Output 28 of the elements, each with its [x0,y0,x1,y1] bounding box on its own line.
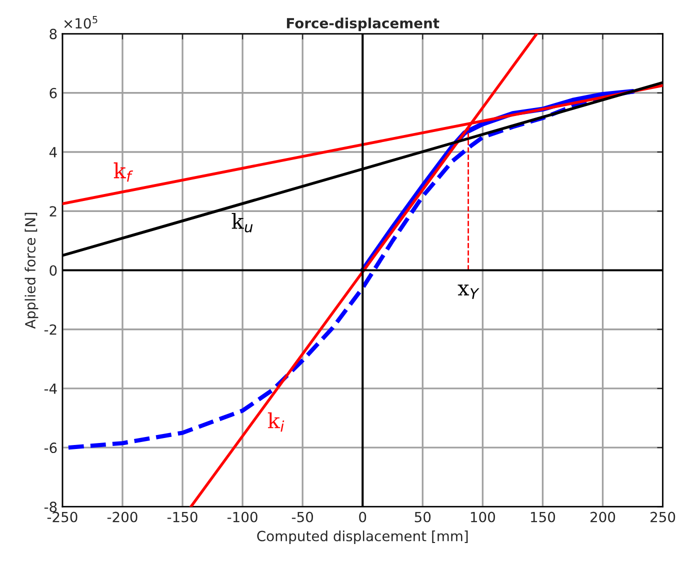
y-tick-label: 4 [49,147,57,158]
y-tick-label: 6 [50,88,57,98]
x-tick-label: -250 [47,512,78,522]
x-tick-label: 0 [359,512,366,522]
chart-title: Force-displacement [286,18,440,32]
series-label: k$_{f}$ [114,162,134,182]
text: ×10$^{5}$ [64,16,98,29]
x-tick-label: 200 [590,512,616,522]
x-tick-label: -100 [227,512,258,522]
x-tick-label: 250 [650,512,676,522]
x-tick-label: -200 [107,512,138,522]
y-tick-label: -8 [44,502,57,512]
y-tick-label: -4 [44,384,57,394]
y-tick-label: 8 [50,28,57,40]
x-tick-label: -50 [292,512,314,522]
series-label: k$_{i}$ [268,412,284,432]
x-tick-label: -150 [167,512,198,522]
annotation: x$_{Y}$ [458,284,480,299]
y-tick-label: -2 [44,324,56,335]
x-axis-title: Computed displacement [mm] [257,530,468,544]
y-tick-label: 2 [50,206,56,216]
y-tick-label: -6 [44,442,57,454]
y-tick-label: 0 [50,265,57,276]
x-tick-label: 150 [530,512,556,522]
x-tick-label: 100 [470,512,496,522]
series-label: k$_{u}$ [232,212,253,232]
y-axis-title: Applied force [N] [24,212,38,329]
x-tick-label: 50 [414,512,431,522]
